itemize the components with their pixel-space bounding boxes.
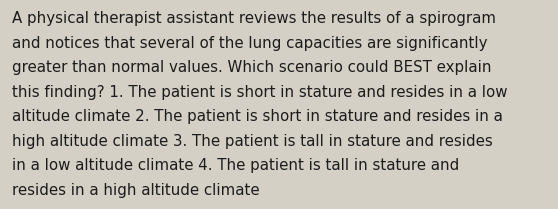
Text: A physical therapist assistant reviews the results of a spirogram: A physical therapist assistant reviews t… [12, 11, 496, 27]
Text: altitude climate 2. The patient is short in stature and resides in a: altitude climate 2. The patient is short… [12, 109, 503, 124]
Text: this finding? 1. The patient is short in stature and resides in a low: this finding? 1. The patient is short in… [12, 85, 508, 100]
Text: greater than normal values. Which scenario could BEST explain: greater than normal values. Which scenar… [12, 60, 492, 75]
Text: in a low altitude climate 4. The patient is tall in stature and: in a low altitude climate 4. The patient… [12, 158, 460, 173]
Text: high altitude climate 3. The patient is tall in stature and resides: high altitude climate 3. The patient is … [12, 134, 493, 149]
Text: and notices that several of the lung capacities are significantly: and notices that several of the lung cap… [12, 36, 488, 51]
Text: resides in a high altitude climate: resides in a high altitude climate [12, 183, 260, 198]
